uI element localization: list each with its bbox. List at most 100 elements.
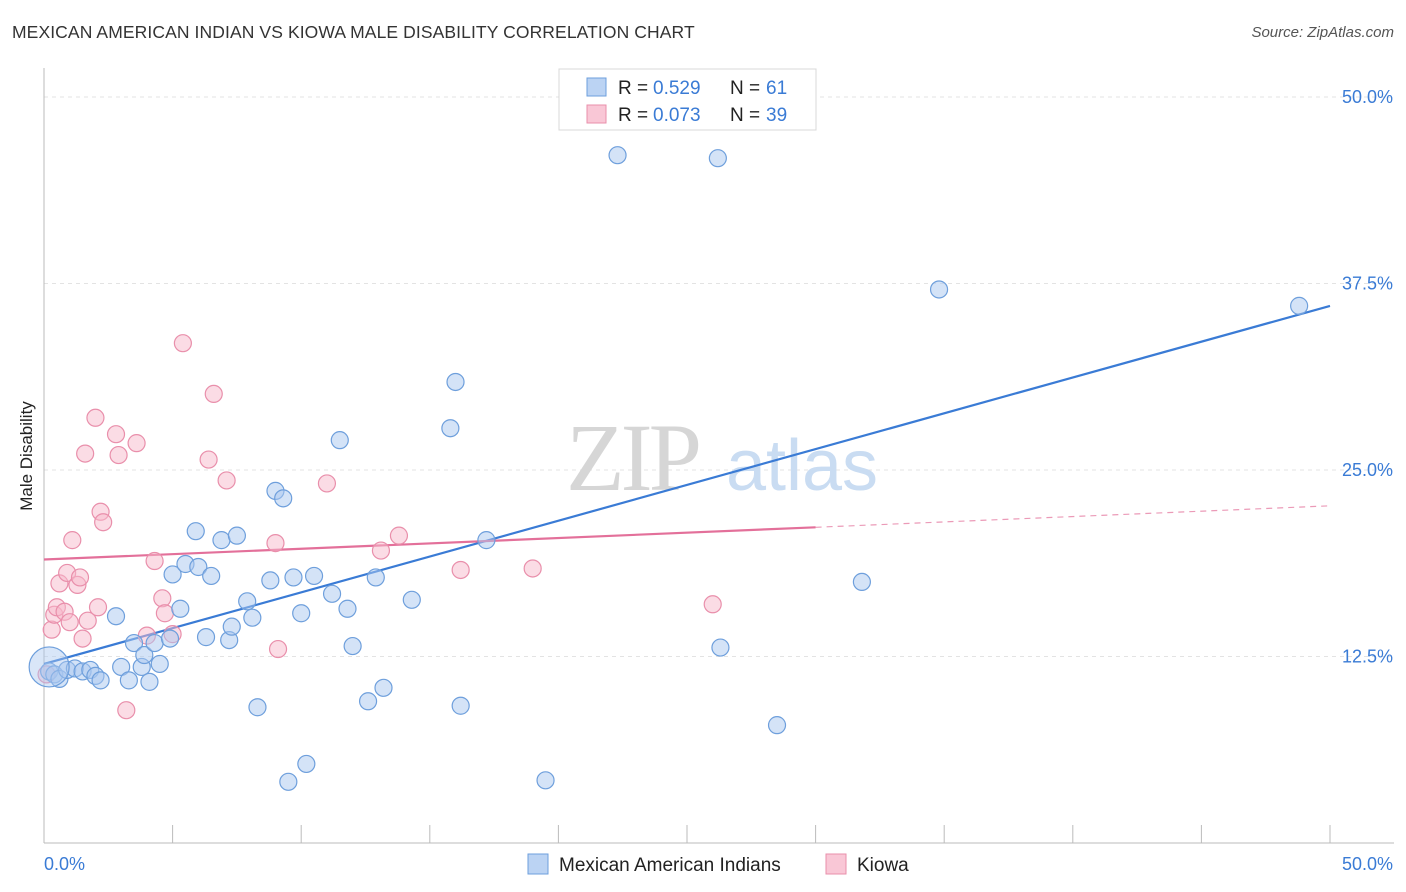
- blue-data-point: [91, 671, 110, 690]
- blue-data-point: [163, 565, 182, 584]
- x-tick-label: 50.0%: [1342, 854, 1393, 874]
- pink-data-point: [268, 639, 288, 659]
- blue-data-point: [112, 657, 131, 677]
- trend-lines: [43, 304, 1331, 666]
- blue-data-point: [196, 628, 216, 647]
- blue-data-point: [441, 419, 460, 438]
- y-tick-label: 37.5%: [1342, 274, 1393, 294]
- blue-data-point: [150, 654, 169, 674]
- pink-data-point: [204, 384, 223, 404]
- blue-data-point: [477, 531, 496, 550]
- pink-data-point: [106, 425, 126, 444]
- grid-lines: [44, 96, 1394, 657]
- blue-data-point: [135, 645, 154, 665]
- pink-data-point: [73, 629, 92, 648]
- data-points: [28, 146, 1309, 791]
- blue-data-point: [189, 557, 208, 577]
- blue-data-point: [238, 592, 257, 611]
- pink-data-point: [703, 595, 722, 614]
- blue-data-point: [222, 617, 241, 636]
- blue-data-point: [322, 584, 342, 603]
- legend-n-label: N =: [730, 105, 760, 126]
- blue-data-point: [366, 568, 385, 587]
- blue-data-point: [767, 716, 787, 735]
- blue-data-point: [292, 604, 311, 623]
- legend-r-label: R =: [618, 78, 648, 99]
- series-legend-label: Kiowa: [857, 855, 909, 876]
- pink-data-point: [127, 434, 146, 453]
- legend-n-value: 61: [766, 78, 787, 99]
- blue-data-point: [330, 431, 349, 450]
- series-legend-label: Mexican American Indians: [559, 855, 781, 876]
- blue-data-point: [608, 146, 627, 165]
- blue-data-point: [274, 489, 293, 508]
- pink-data-point: [317, 474, 337, 493]
- blue-data-point: [171, 599, 190, 618]
- blue-data-point: [536, 771, 555, 790]
- blue-data-point-cluster: [28, 646, 70, 688]
- pink-data-point: [145, 551, 164, 571]
- blue-data-point: [284, 568, 303, 587]
- legend-swatch: [586, 104, 607, 124]
- x-tick-label: 0.0%: [44, 854, 85, 874]
- blue-data-point: [261, 571, 280, 590]
- pink-data-point: [389, 526, 409, 545]
- legend-swatch: [586, 77, 607, 97]
- pink-data-point: [76, 444, 95, 463]
- pink-data-point: [451, 560, 470, 580]
- blue-data-point: [708, 149, 727, 168]
- pink-data-point: [88, 598, 108, 617]
- tick-labels: 12.5% 25.0% 37.5% 50.0% 0.0% 50.0%: [44, 87, 1393, 874]
- y-tick-label: 50.0%: [1342, 87, 1393, 107]
- series-legend-swatch: [825, 853, 847, 875]
- blue-data-point: [119, 671, 138, 690]
- blue-data-point: [446, 372, 465, 392]
- pink-data-point: [78, 611, 97, 630]
- blue-data-point: [186, 522, 205, 541]
- blue-data-point: [227, 526, 246, 545]
- blue-data-point: [106, 607, 126, 626]
- blue-data-point: [374, 678, 393, 697]
- blue-data-point: [451, 696, 470, 715]
- trend-line: [43, 304, 1331, 666]
- blue-data-point: [243, 608, 262, 627]
- legend-r-value: 0.529: [653, 78, 701, 99]
- pink-data-point: [217, 471, 236, 490]
- blue-data-point: [202, 566, 221, 586]
- blue-data-point: [304, 566, 324, 586]
- blue-data-point: [711, 638, 730, 657]
- pink-data-point: [94, 513, 113, 532]
- pink-data-point: [109, 445, 128, 465]
- blue-data-point: [248, 698, 267, 717]
- watermark: ZIP atlas: [566, 404, 878, 511]
- legend-r-value: 0.073: [653, 105, 701, 126]
- pink-data-point: [60, 613, 79, 632]
- blue-data-point: [297, 754, 316, 774]
- blue-data-point: [358, 692, 378, 711]
- blue-data-point: [160, 629, 180, 648]
- blue-data-point: [929, 280, 949, 299]
- blue-data-point: [852, 572, 871, 592]
- trend-line-extension: [815, 505, 1331, 528]
- blue-data-point: [338, 599, 357, 618]
- pink-data-point: [63, 531, 82, 550]
- pink-data-point: [371, 541, 391, 560]
- series-legend: Mexican American Indians Kiowa: [527, 853, 909, 876]
- pink-data-point: [70, 568, 90, 587]
- blue-data-point: [145, 633, 164, 653]
- blue-data-point: [402, 590, 421, 609]
- pink-data-point: [266, 534, 285, 553]
- y-tick-label: 12.5%: [1342, 647, 1393, 667]
- pink-data-point: [153, 589, 172, 608]
- watermark-zip: ZIP: [566, 404, 699, 511]
- blue-data-point: [212, 531, 231, 550]
- series-legend-swatch: [527, 853, 549, 875]
- chart-title: MEXICAN AMERICAN INDIAN VS KIOWA MALE DI…: [12, 22, 695, 42]
- blue-data-point: [124, 633, 144, 653]
- blue-data-point: [279, 772, 298, 791]
- pink-data-point: [117, 701, 136, 720]
- pink-data-point: [86, 408, 105, 427]
- pink-data-point: [523, 559, 542, 578]
- pink-data-point: [155, 604, 174, 623]
